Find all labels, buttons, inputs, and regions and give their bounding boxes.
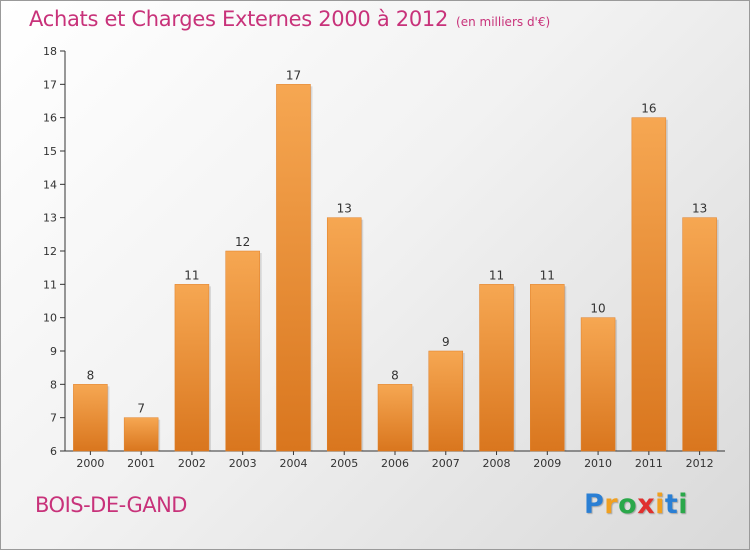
- y-tick-label: 8: [50, 378, 57, 391]
- y-tick-label: 18: [43, 45, 57, 58]
- bar-2000: [73, 384, 108, 452]
- bar-2008: [479, 284, 514, 452]
- bar-2001: [123, 417, 159, 452]
- bar-2002: [174, 284, 210, 452]
- proxiti-logo: Proxiti: [584, 489, 688, 520]
- chart-unit-label: (en milliers d'€): [456, 15, 551, 29]
- chart-title: Achats et Charges Externes 2000 à 2012: [29, 7, 449, 31]
- x-tick-label: 2006: [381, 457, 409, 470]
- bar-value-label: 11: [540, 268, 555, 282]
- y-tick-label: 7: [50, 412, 57, 425]
- y-tick-label: 17: [43, 78, 57, 91]
- y-tick-label: 16: [43, 112, 57, 125]
- logo-letter: i: [678, 489, 689, 520]
- bar-2009: [530, 284, 565, 452]
- chart-bars: [73, 84, 719, 452]
- logo-letter: r: [604, 489, 619, 520]
- x-tick-label: 2002: [178, 457, 206, 470]
- bar-value-label: 7: [137, 402, 145, 416]
- bar-value-label: 13: [692, 202, 707, 216]
- logo-letter: i: [655, 489, 665, 520]
- x-tick-label: 2001: [127, 457, 155, 470]
- x-tick-label: 2005: [330, 457, 358, 470]
- chart-labels: 8 2000 7 2001 11 2002 12 2003 17 2004 13 2005 8 2006 9…: [76, 68, 713, 470]
- y-tick-label: 6: [50, 445, 57, 458]
- bar-value-label: 13: [337, 202, 352, 216]
- bar-value-label: 8: [391, 368, 399, 382]
- logo-letter: P: [584, 489, 605, 520]
- logo-letter: o: [618, 489, 638, 520]
- x-tick-label: 2010: [584, 457, 612, 470]
- bar-value-label: 11: [489, 268, 504, 282]
- bar-value-label: 11: [184, 268, 199, 282]
- x-tick-label: 2000: [76, 457, 104, 470]
- bar-value-label: 9: [442, 335, 450, 349]
- bar-2007: [428, 350, 464, 452]
- x-tick-label: 2003: [229, 457, 257, 470]
- y-tick-label: 15: [43, 145, 57, 158]
- bar-value-label: 12: [235, 235, 250, 249]
- commune-name: BOIS-DE-GAND: [35, 493, 187, 517]
- x-tick-label: 2009: [533, 457, 561, 470]
- x-tick-label: 2008: [483, 457, 511, 470]
- x-tick-label: 2007: [432, 457, 460, 470]
- logo-letter: x: [637, 489, 656, 520]
- x-tick-label: 2011: [635, 457, 663, 470]
- bar-2011: [631, 117, 667, 452]
- y-tick-label: 10: [43, 312, 57, 325]
- bar-value-label: 10: [590, 302, 605, 316]
- bar-2004: [276, 84, 311, 452]
- y-tick-label: 13: [43, 212, 57, 225]
- bar-2012: [682, 217, 717, 452]
- bar-2006: [377, 384, 413, 452]
- bar-value-label: 16: [641, 102, 656, 116]
- y-tick-label: 11: [43, 278, 57, 291]
- y-tick-label: 14: [43, 178, 57, 191]
- bar-2005: [326, 217, 362, 452]
- bar-value-label: 8: [87, 368, 95, 382]
- bar-2010: [580, 317, 616, 452]
- x-tick-label: 2012: [686, 457, 714, 470]
- y-tick-label: 12: [43, 245, 57, 258]
- bar-value-label: 17: [286, 68, 301, 82]
- y-tick-label: 9: [50, 345, 57, 358]
- x-tick-label: 2004: [279, 457, 307, 470]
- chart-title-block: Achats et Charges Externes 2000 à 2012 (e…: [29, 7, 550, 31]
- bar-2003: [225, 250, 260, 452]
- logo-letter: t: [664, 489, 679, 520]
